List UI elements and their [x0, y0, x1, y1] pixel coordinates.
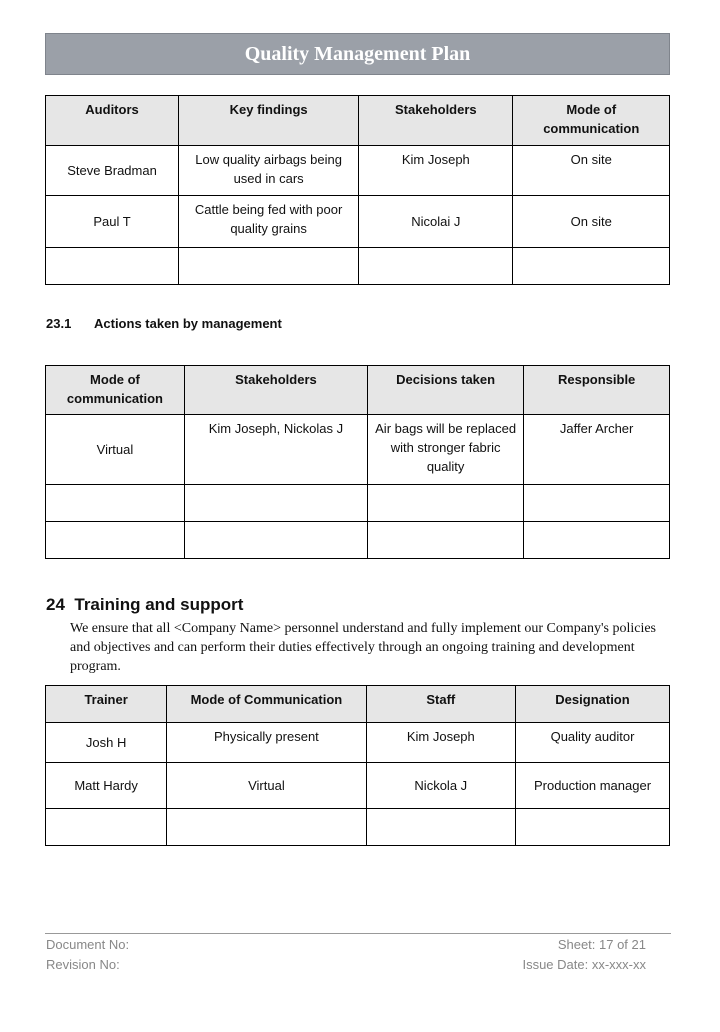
section-heading-24: 24 Training and support: [46, 595, 243, 615]
column-header: Staff: [365, 685, 517, 723]
table-cell: [366, 521, 525, 559]
table-row: [45, 521, 670, 559]
column-header: Decisions taken: [366, 365, 525, 415]
column-header: Mode of communication: [512, 95, 670, 146]
header-row: Trainer Mode of Communication Staff Designa…: [44, 685, 670, 723]
table-cell: Air bags will be replaced with stronger …: [366, 414, 525, 485]
table-cell: [523, 484, 670, 522]
table-cell: Quality auditor: [515, 722, 670, 763]
table-cell: [44, 247, 180, 285]
table-cell: Matt Hardy: [44, 762, 168, 809]
table-row: [44, 247, 670, 285]
footer-divider: [45, 933, 671, 934]
column-header: Trainer: [44, 685, 168, 723]
management-actions-table: Mode of communication Stakeholders Decisio…: [45, 365, 670, 559]
column-header: Mode of communication: [45, 365, 185, 415]
table-row: Paul T Cattle being fed with poor quality…: [44, 195, 670, 248]
table-cell: Cattle being fed with poor quality grain…: [178, 195, 360, 248]
column-header: Stakeholders: [358, 95, 514, 146]
table-row: Virtual Kim Joseph, Nickolas J Air bags wi…: [45, 414, 670, 485]
table-cell: On site: [512, 195, 670, 248]
table-row: [45, 484, 670, 522]
section-number: 24: [46, 595, 65, 614]
table-cell: Steve Bradman: [44, 145, 180, 196]
table-cell: Jaffer Archer: [523, 414, 670, 485]
table-cell: Nickola J: [365, 762, 517, 809]
section-heading-23-1: 23.1 Actions taken by management: [46, 316, 282, 331]
table-cell: Kim Joseph: [358, 145, 514, 196]
column-header: Mode of Communication: [166, 685, 367, 723]
table-row: [44, 808, 670, 846]
table-cell: Kim Joseph, Nickolas J: [183, 414, 368, 485]
table-cell: [358, 247, 514, 285]
table-cell: Kim Joseph: [365, 722, 517, 763]
table-cell: Nicolai J: [358, 195, 514, 248]
section-number: 23.1: [46, 316, 72, 331]
table-cell: [183, 521, 368, 559]
column-header: Key findings: [178, 95, 360, 146]
table-cell: Paul T: [44, 195, 180, 248]
table-cell: [45, 521, 185, 559]
table-cell: [166, 808, 367, 846]
table-cell: Physically present: [166, 722, 367, 763]
table-row: Matt Hardy Virtual Nickola J Production man…: [44, 762, 670, 809]
audit-findings-table: Auditors Key findings Stakeholders Mode of …: [44, 95, 670, 285]
table-row: Steve Bradman Low quality airbags being u…: [44, 145, 670, 196]
table-cell: Production manager: [515, 762, 670, 809]
table-cell: [366, 484, 525, 522]
table-cell: [178, 247, 360, 285]
table-cell: On site: [512, 145, 670, 196]
column-header: Designation: [515, 685, 670, 723]
document-title: Quality Management Plan: [45, 33, 670, 75]
header-row: Mode of communication Stakeholders Decisio…: [45, 365, 670, 415]
column-header: Auditors: [44, 95, 180, 146]
training-table: Trainer Mode of Communication Staff Designa…: [44, 685, 670, 846]
section-paragraph: We ensure that all <Company Name> person…: [70, 621, 656, 674]
issue-date: Issue Date: xx-xxx-xx: [522, 957, 646, 972]
table-cell: Josh H: [44, 722, 168, 763]
revision-number-label: Revision No:: [46, 957, 120, 972]
section-title: Actions taken by management: [94, 316, 282, 331]
table-cell: [44, 808, 168, 846]
table-cell: [183, 484, 368, 522]
table-cell: [515, 808, 670, 846]
table-cell: [365, 808, 517, 846]
column-header: Responsible: [523, 365, 670, 415]
document-number-label: Document No:: [46, 937, 130, 952]
sheet-number: Sheet: 17 of 21: [557, 937, 646, 952]
column-header: Stakeholders: [183, 365, 368, 415]
header-row: Auditors Key findings Stakeholders Mode of …: [44, 95, 670, 146]
section-title: Training and support: [74, 595, 244, 614]
table-row: Josh H Physically present Kim Joseph Qualit…: [44, 722, 670, 763]
table-cell: Low quality airbags being used in cars: [178, 145, 360, 196]
table-cell: [45, 484, 185, 522]
table-cell: [523, 521, 670, 559]
table-cell: Virtual: [45, 414, 185, 485]
table-cell: Virtual: [166, 762, 367, 809]
table-cell: [512, 247, 670, 285]
